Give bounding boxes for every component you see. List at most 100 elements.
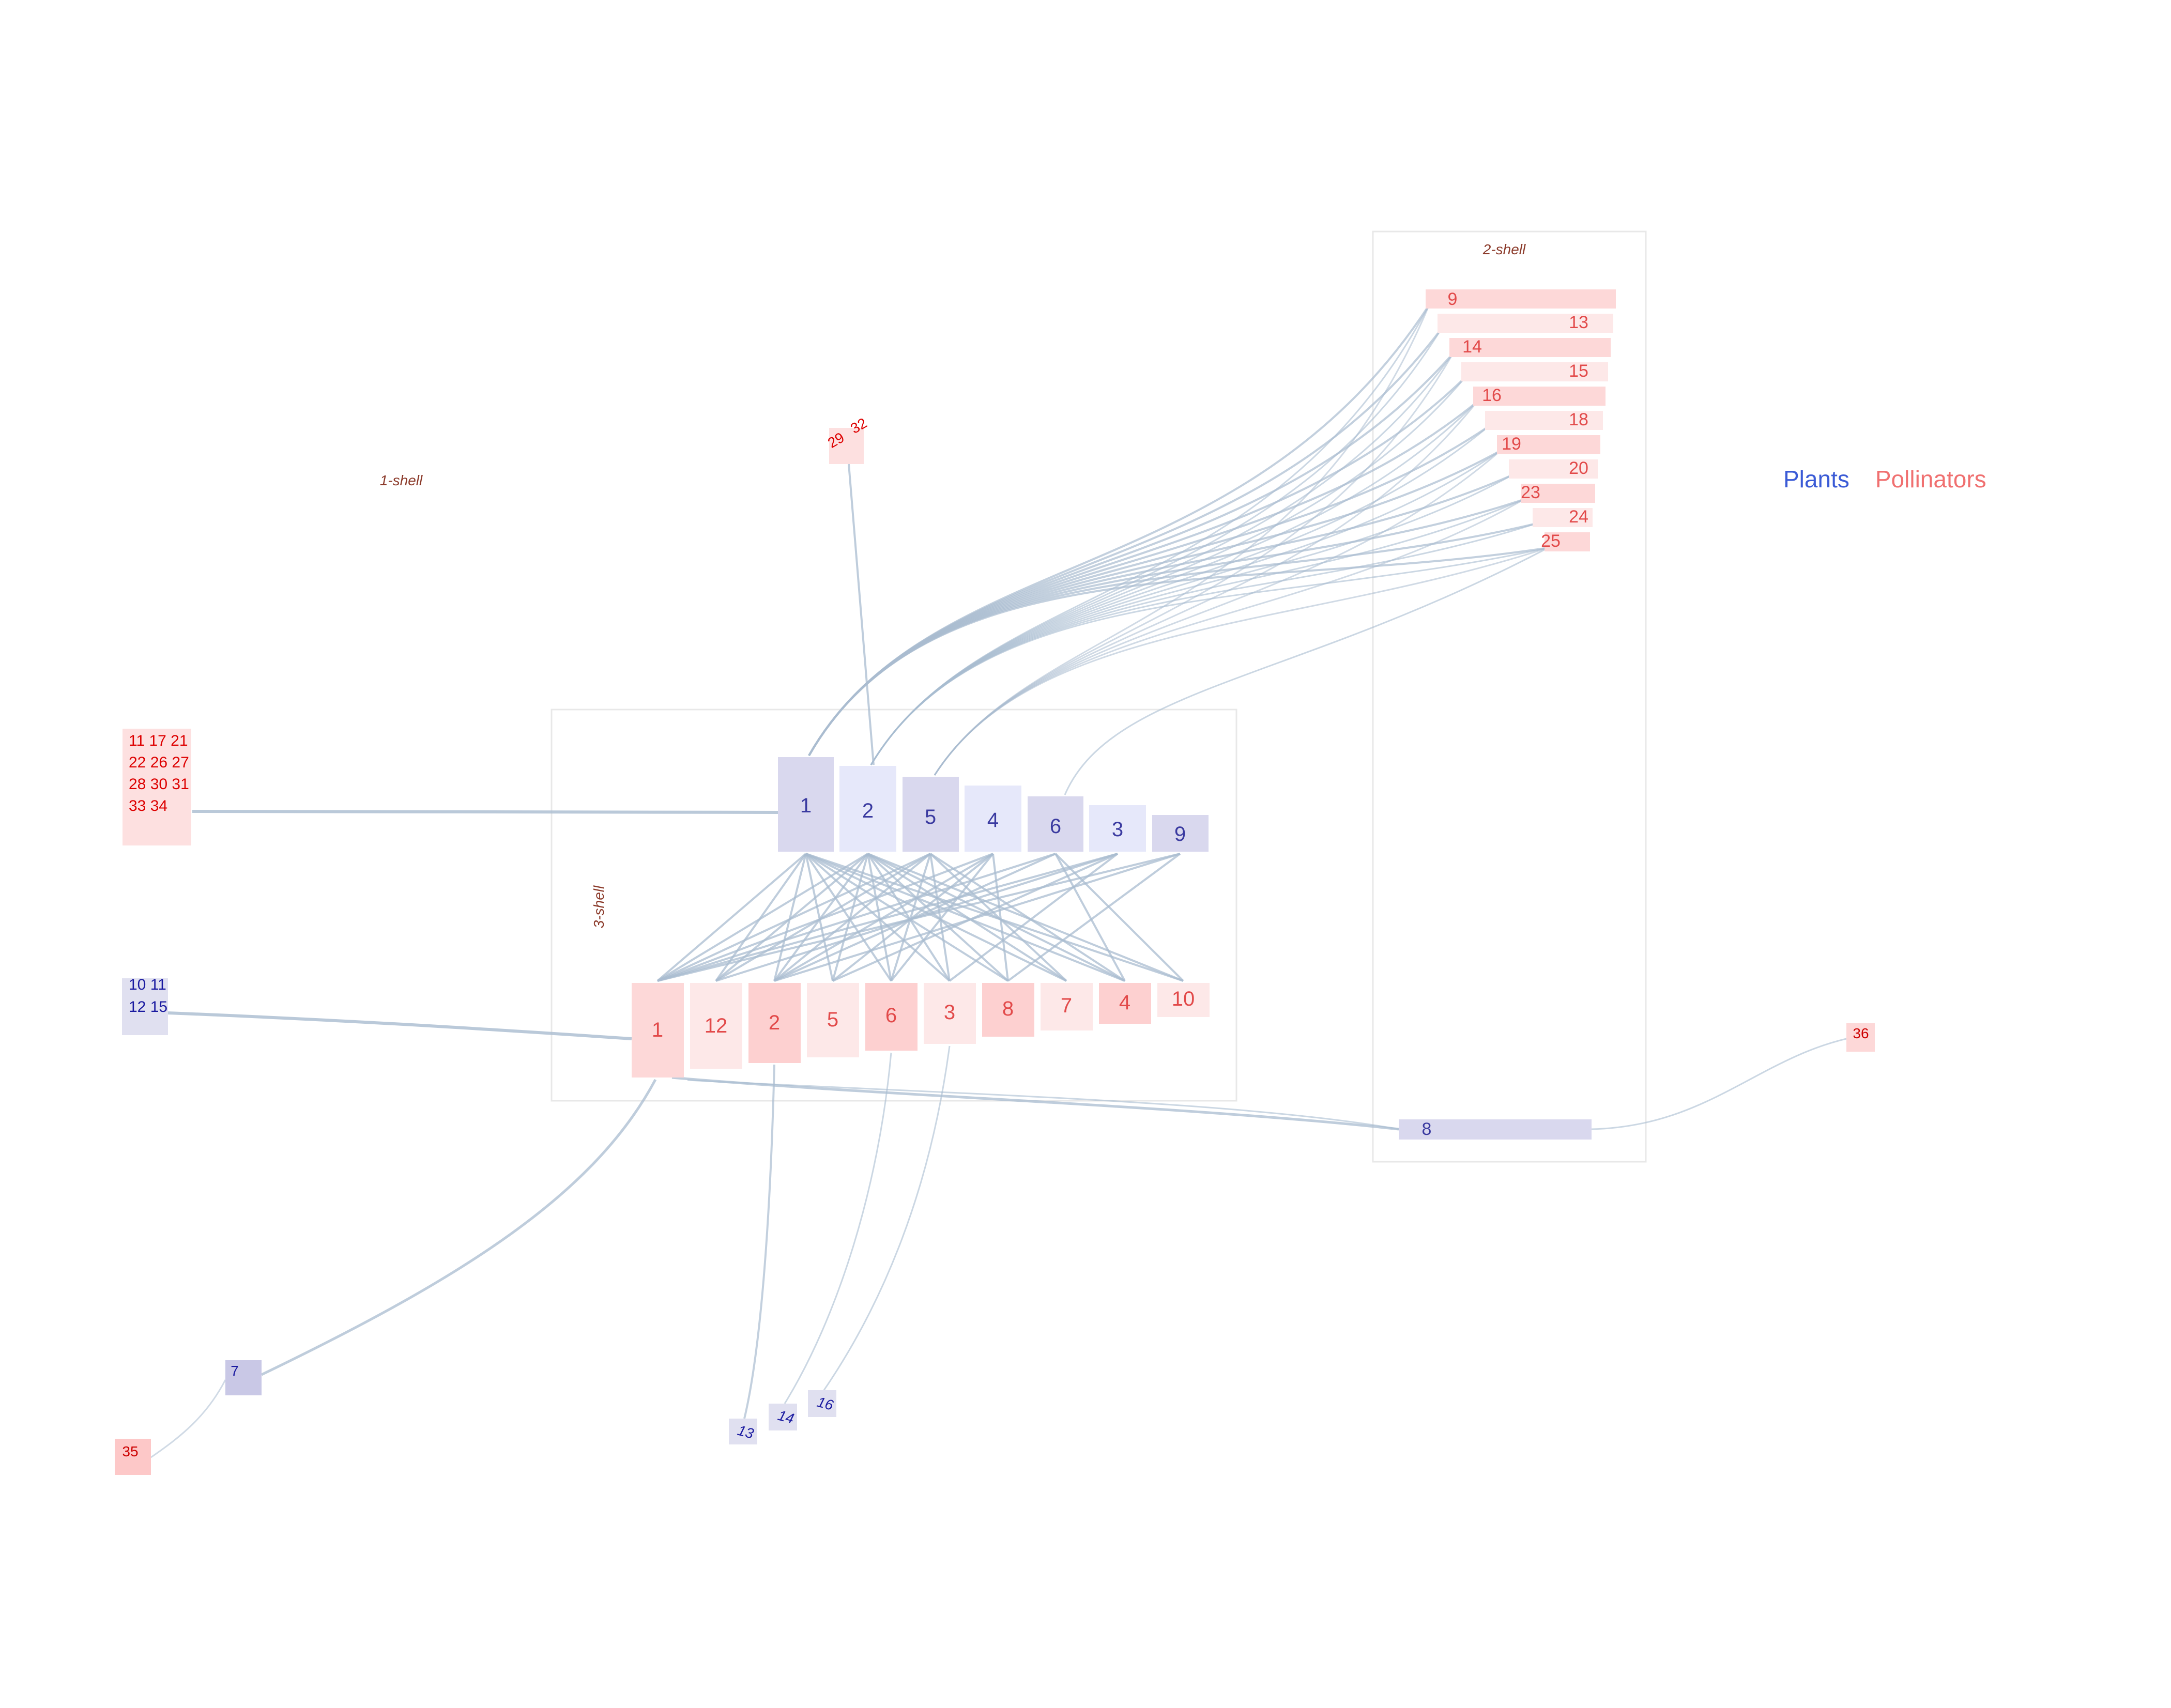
shell2-plant-node[interactable]: 8 [1399,1119,1592,1140]
svg-text:24: 24 [1569,507,1588,527]
link [808,547,1549,756]
shell-3-label: 3-shell [591,885,607,928]
core-plant-node[interactable]: 6 [1028,796,1083,852]
svg-text:7: 7 [1061,994,1072,1017]
plant-cluster-line: 12 15 [129,998,167,1015]
shell2-pollinator-node[interactable]: 23 [1521,483,1595,503]
link [657,853,1056,982]
shell-2-label: 2-shell [1482,241,1526,257]
link [671,1076,1399,1131]
plant-cluster-line: 10 11 [129,976,166,993]
link [890,853,994,982]
core-plant-node[interactable]: 3 [1089,805,1146,852]
shell-1-label: 1-shell [380,472,423,488]
plant-node-7[interactable]: 7 [225,1360,262,1395]
plant-node-13[interactable]: 13 [729,1419,757,1444]
link [870,353,1454,765]
core-pollinator-node[interactable]: 3 [924,983,976,1044]
core-pollinator-node[interactable]: 8 [982,983,1034,1037]
link [1054,853,1184,982]
link [192,810,778,815]
svg-text:8: 8 [1422,1119,1432,1139]
link [805,853,1009,982]
core-pollinator-node[interactable]: 6 [865,983,918,1051]
svg-text:6: 6 [885,1004,897,1027]
shell2-pollinator-node[interactable]: 19 [1497,434,1600,454]
core-pollinator-node[interactable]: 1 [632,983,684,1078]
core-pollinator-node[interactable]: 5 [807,983,859,1057]
shell2-pollinator-node[interactable]: 16 [1473,386,1606,406]
shell2-pollinator-node[interactable]: 18 [1485,410,1603,430]
legend: Plants Pollinators [1783,465,1986,493]
svg-text:7: 7 [231,1363,239,1379]
link [657,853,931,982]
plant-node-16[interactable]: 16 [808,1390,836,1417]
core-plant-node[interactable]: 4 [965,786,1021,852]
link [805,853,951,982]
svg-text:6: 6 [1050,815,1061,838]
link [1064,547,1549,795]
core-pollinator-node[interactable]: 2 [748,983,801,1063]
core-plant-node[interactable]: 2 [839,766,896,852]
core-pollinator-row: 1 12 2 5 6 3 8 [632,983,1210,1078]
link [870,401,1478,765]
core-plant-node[interactable]: 9 [1152,815,1209,852]
link [167,1011,632,1040]
svg-text:4: 4 [1119,991,1130,1014]
plant-node-14[interactable]: 14 [769,1404,797,1430]
link [870,547,1549,765]
svg-text:12: 12 [705,1014,728,1037]
link [743,1064,775,1419]
pollinator-cluster-line: 28 30 31 [129,776,189,793]
link [805,853,1067,982]
shell-3-box [551,709,1237,1102]
core-plant-node[interactable]: 5 [903,777,959,852]
core-pollinator-node[interactable]: 10 [1157,983,1210,1017]
link [657,853,993,982]
shell-2-box [1372,230,1647,1163]
link [870,498,1525,765]
shell2-pollinator-node[interactable]: 25 [1541,531,1590,551]
pollinator-cluster-line: 22 26 27 [129,754,189,771]
link [261,1079,657,1376]
svg-text:3: 3 [1112,818,1123,841]
link [773,853,869,982]
link [808,522,1537,756]
link [656,853,807,982]
link [867,853,1067,982]
link [150,1379,226,1458]
pollinator-node-35[interactable]: 35 [115,1439,151,1475]
pollinator-node-36[interactable]: 36 [1846,1023,1875,1052]
shell2-pollinator-node[interactable]: 9 [1426,289,1616,309]
link [657,853,1118,982]
link [867,853,892,981]
shell2-pollinator-node[interactable]: 24 [1533,507,1593,527]
pollinator-cluster-node[interactable]: 11 17 21 22 26 27 28 30 31 33 34 [123,729,191,845]
shell2-pollinator-node[interactable]: 15 [1461,361,1608,381]
core-pollinator-node[interactable]: 12 [690,983,742,1069]
link [784,1052,892,1404]
link [890,853,931,981]
link [929,853,951,981]
link [687,1079,1399,1130]
svg-text:10: 10 [1172,988,1195,1010]
link [1591,1038,1847,1130]
link [774,853,1181,982]
shell2-pollinator-node[interactable]: 13 [1438,313,1613,333]
shell2-pollinator-node[interactable]: 14 [1449,337,1611,357]
top-pollinator-pair-node[interactable]: 29 32 [825,415,869,464]
svg-text:16: 16 [1482,386,1502,405]
link [808,401,1478,756]
svg-text:1: 1 [652,1019,663,1041]
core-plant-node[interactable]: 1 [778,757,834,852]
shell2-pollinator-node[interactable]: 20 [1509,458,1598,479]
svg-text:20: 20 [1569,458,1588,478]
plant-cluster-node[interactable]: 10 11 12 15 [122,976,168,1035]
core-pollinator-node[interactable]: 7 [1041,983,1093,1030]
svg-text:15: 15 [1569,361,1588,381]
svg-text:13: 13 [1569,313,1588,332]
link [929,853,1067,982]
core-pollinator-node[interactable]: 4 [1099,983,1151,1024]
svg-text:9: 9 [1448,289,1458,309]
